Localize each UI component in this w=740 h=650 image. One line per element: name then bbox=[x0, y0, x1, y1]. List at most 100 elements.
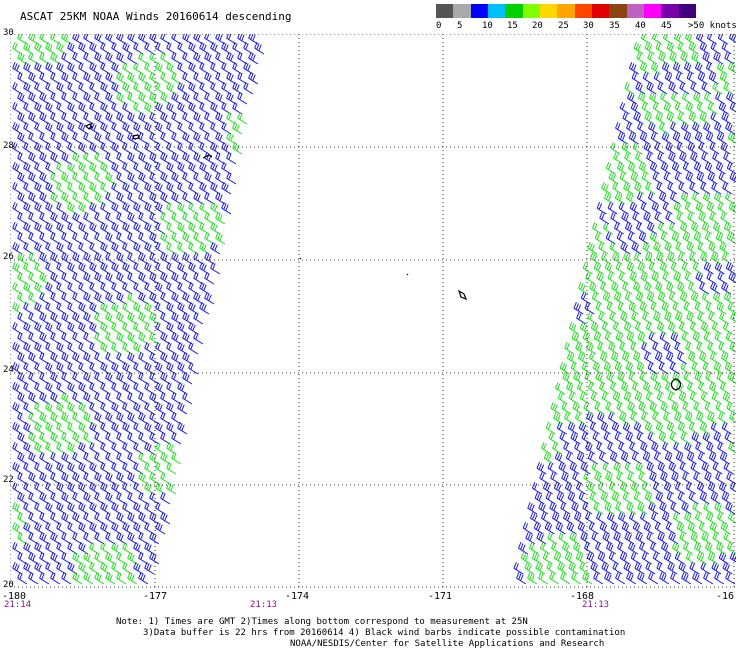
wind-barb bbox=[144, 441, 155, 455]
wind-barb bbox=[678, 561, 689, 575]
wind-barb bbox=[623, 391, 634, 405]
wind-barb bbox=[572, 401, 583, 415]
wind-barb bbox=[650, 301, 661, 315]
wind-barb bbox=[581, 361, 592, 375]
wind-barb bbox=[28, 91, 39, 105]
wind-barb bbox=[580, 461, 591, 475]
wind-barb bbox=[668, 81, 679, 95]
wind-barb bbox=[138, 411, 149, 425]
wind-barb bbox=[683, 131, 694, 145]
legend-label: 35 bbox=[609, 21, 620, 31]
wind-barb bbox=[105, 491, 116, 505]
wind-barb bbox=[618, 271, 629, 285]
wind-barb bbox=[577, 381, 588, 395]
legend-swatch bbox=[436, 4, 454, 18]
wind-barb bbox=[116, 311, 127, 325]
wind-barb bbox=[67, 101, 78, 115]
wind-barb bbox=[697, 241, 708, 255]
wind-barb bbox=[591, 531, 602, 545]
wind-barb bbox=[89, 41, 100, 55]
wind-barb bbox=[689, 561, 700, 575]
wind-barb bbox=[531, 551, 542, 565]
wind-barb bbox=[698, 381, 709, 395]
wind-barb bbox=[642, 451, 653, 465]
wind-barb bbox=[647, 191, 658, 205]
wind-barb bbox=[629, 201, 640, 215]
wind-barb bbox=[78, 321, 89, 335]
wind-barb bbox=[568, 561, 579, 575]
wind-barb bbox=[676, 521, 687, 535]
wind-barb bbox=[56, 481, 67, 495]
wind-barb bbox=[533, 521, 544, 535]
wind-barb bbox=[694, 371, 705, 385]
wind-barb bbox=[674, 481, 685, 495]
wind-barb bbox=[705, 371, 716, 385]
wind-barb bbox=[215, 191, 226, 205]
wind-barb bbox=[45, 461, 56, 475]
wind-barb bbox=[188, 281, 199, 295]
wind-barb bbox=[637, 261, 648, 275]
lon-tick-174: -174 bbox=[285, 591, 310, 602]
wind-barb bbox=[635, 531, 646, 545]
wind-barb bbox=[675, 71, 686, 85]
lat-tick-24: 24 bbox=[3, 365, 14, 375]
wind-barb bbox=[177, 61, 188, 75]
wind-barb bbox=[78, 401, 89, 415]
wind-barb bbox=[684, 201, 695, 215]
wind-barb bbox=[39, 111, 50, 125]
wind-barb bbox=[602, 291, 613, 305]
wind-barb bbox=[662, 271, 673, 285]
wind-barb bbox=[714, 501, 725, 515]
wind-barb bbox=[697, 71, 708, 85]
wind-barb bbox=[210, 141, 221, 155]
wind-barb bbox=[722, 321, 733, 335]
wind-barb bbox=[155, 241, 166, 255]
wind-barb bbox=[89, 461, 100, 475]
wind-barb bbox=[706, 34, 717, 45]
wind-barb bbox=[166, 481, 177, 495]
wind-barb bbox=[578, 421, 589, 435]
wind-barb bbox=[100, 441, 111, 455]
wind-barb bbox=[56, 81, 67, 95]
wind-barb bbox=[626, 501, 637, 515]
wind-barb bbox=[602, 531, 613, 545]
wind-barb bbox=[663, 101, 674, 115]
wind-barb bbox=[677, 281, 688, 295]
wind-barb bbox=[193, 51, 204, 65]
wind-barb bbox=[601, 181, 612, 195]
wind-barb bbox=[648, 331, 659, 345]
wind-barb bbox=[559, 361, 570, 375]
wind-barb bbox=[67, 341, 78, 355]
wind-barb bbox=[199, 201, 210, 215]
wind-barb bbox=[177, 181, 188, 195]
wind-barb bbox=[56, 561, 67, 575]
wind-barb bbox=[569, 531, 580, 545]
wind-barb bbox=[700, 391, 711, 405]
wind-barb bbox=[645, 321, 656, 335]
wind-barb bbox=[83, 491, 94, 505]
wind-barb bbox=[707, 101, 718, 115]
wind-barb bbox=[681, 571, 692, 585]
wind-barb bbox=[122, 341, 133, 355]
wind-barb bbox=[657, 531, 668, 545]
wind-barb bbox=[67, 501, 78, 515]
wind-barb bbox=[171, 451, 182, 465]
wind-barb bbox=[89, 321, 100, 335]
wind-barb bbox=[724, 191, 735, 205]
wind-barb bbox=[674, 341, 685, 355]
wind-barb bbox=[675, 451, 686, 465]
wind-barb bbox=[703, 331, 714, 345]
wind-barb bbox=[72, 351, 83, 365]
wind-barb bbox=[177, 161, 188, 175]
wind-barb bbox=[182, 331, 193, 345]
wind-barb bbox=[706, 271, 717, 285]
wind-barb bbox=[155, 261, 166, 275]
wind-barb bbox=[582, 501, 593, 515]
wind-barb bbox=[669, 51, 680, 65]
wind-barb bbox=[621, 521, 632, 535]
legend-swatch bbox=[574, 4, 592, 18]
wind-barb bbox=[166, 161, 177, 175]
wind-barb bbox=[23, 461, 34, 475]
wind-barb bbox=[539, 471, 550, 485]
wind-barb bbox=[707, 551, 718, 565]
